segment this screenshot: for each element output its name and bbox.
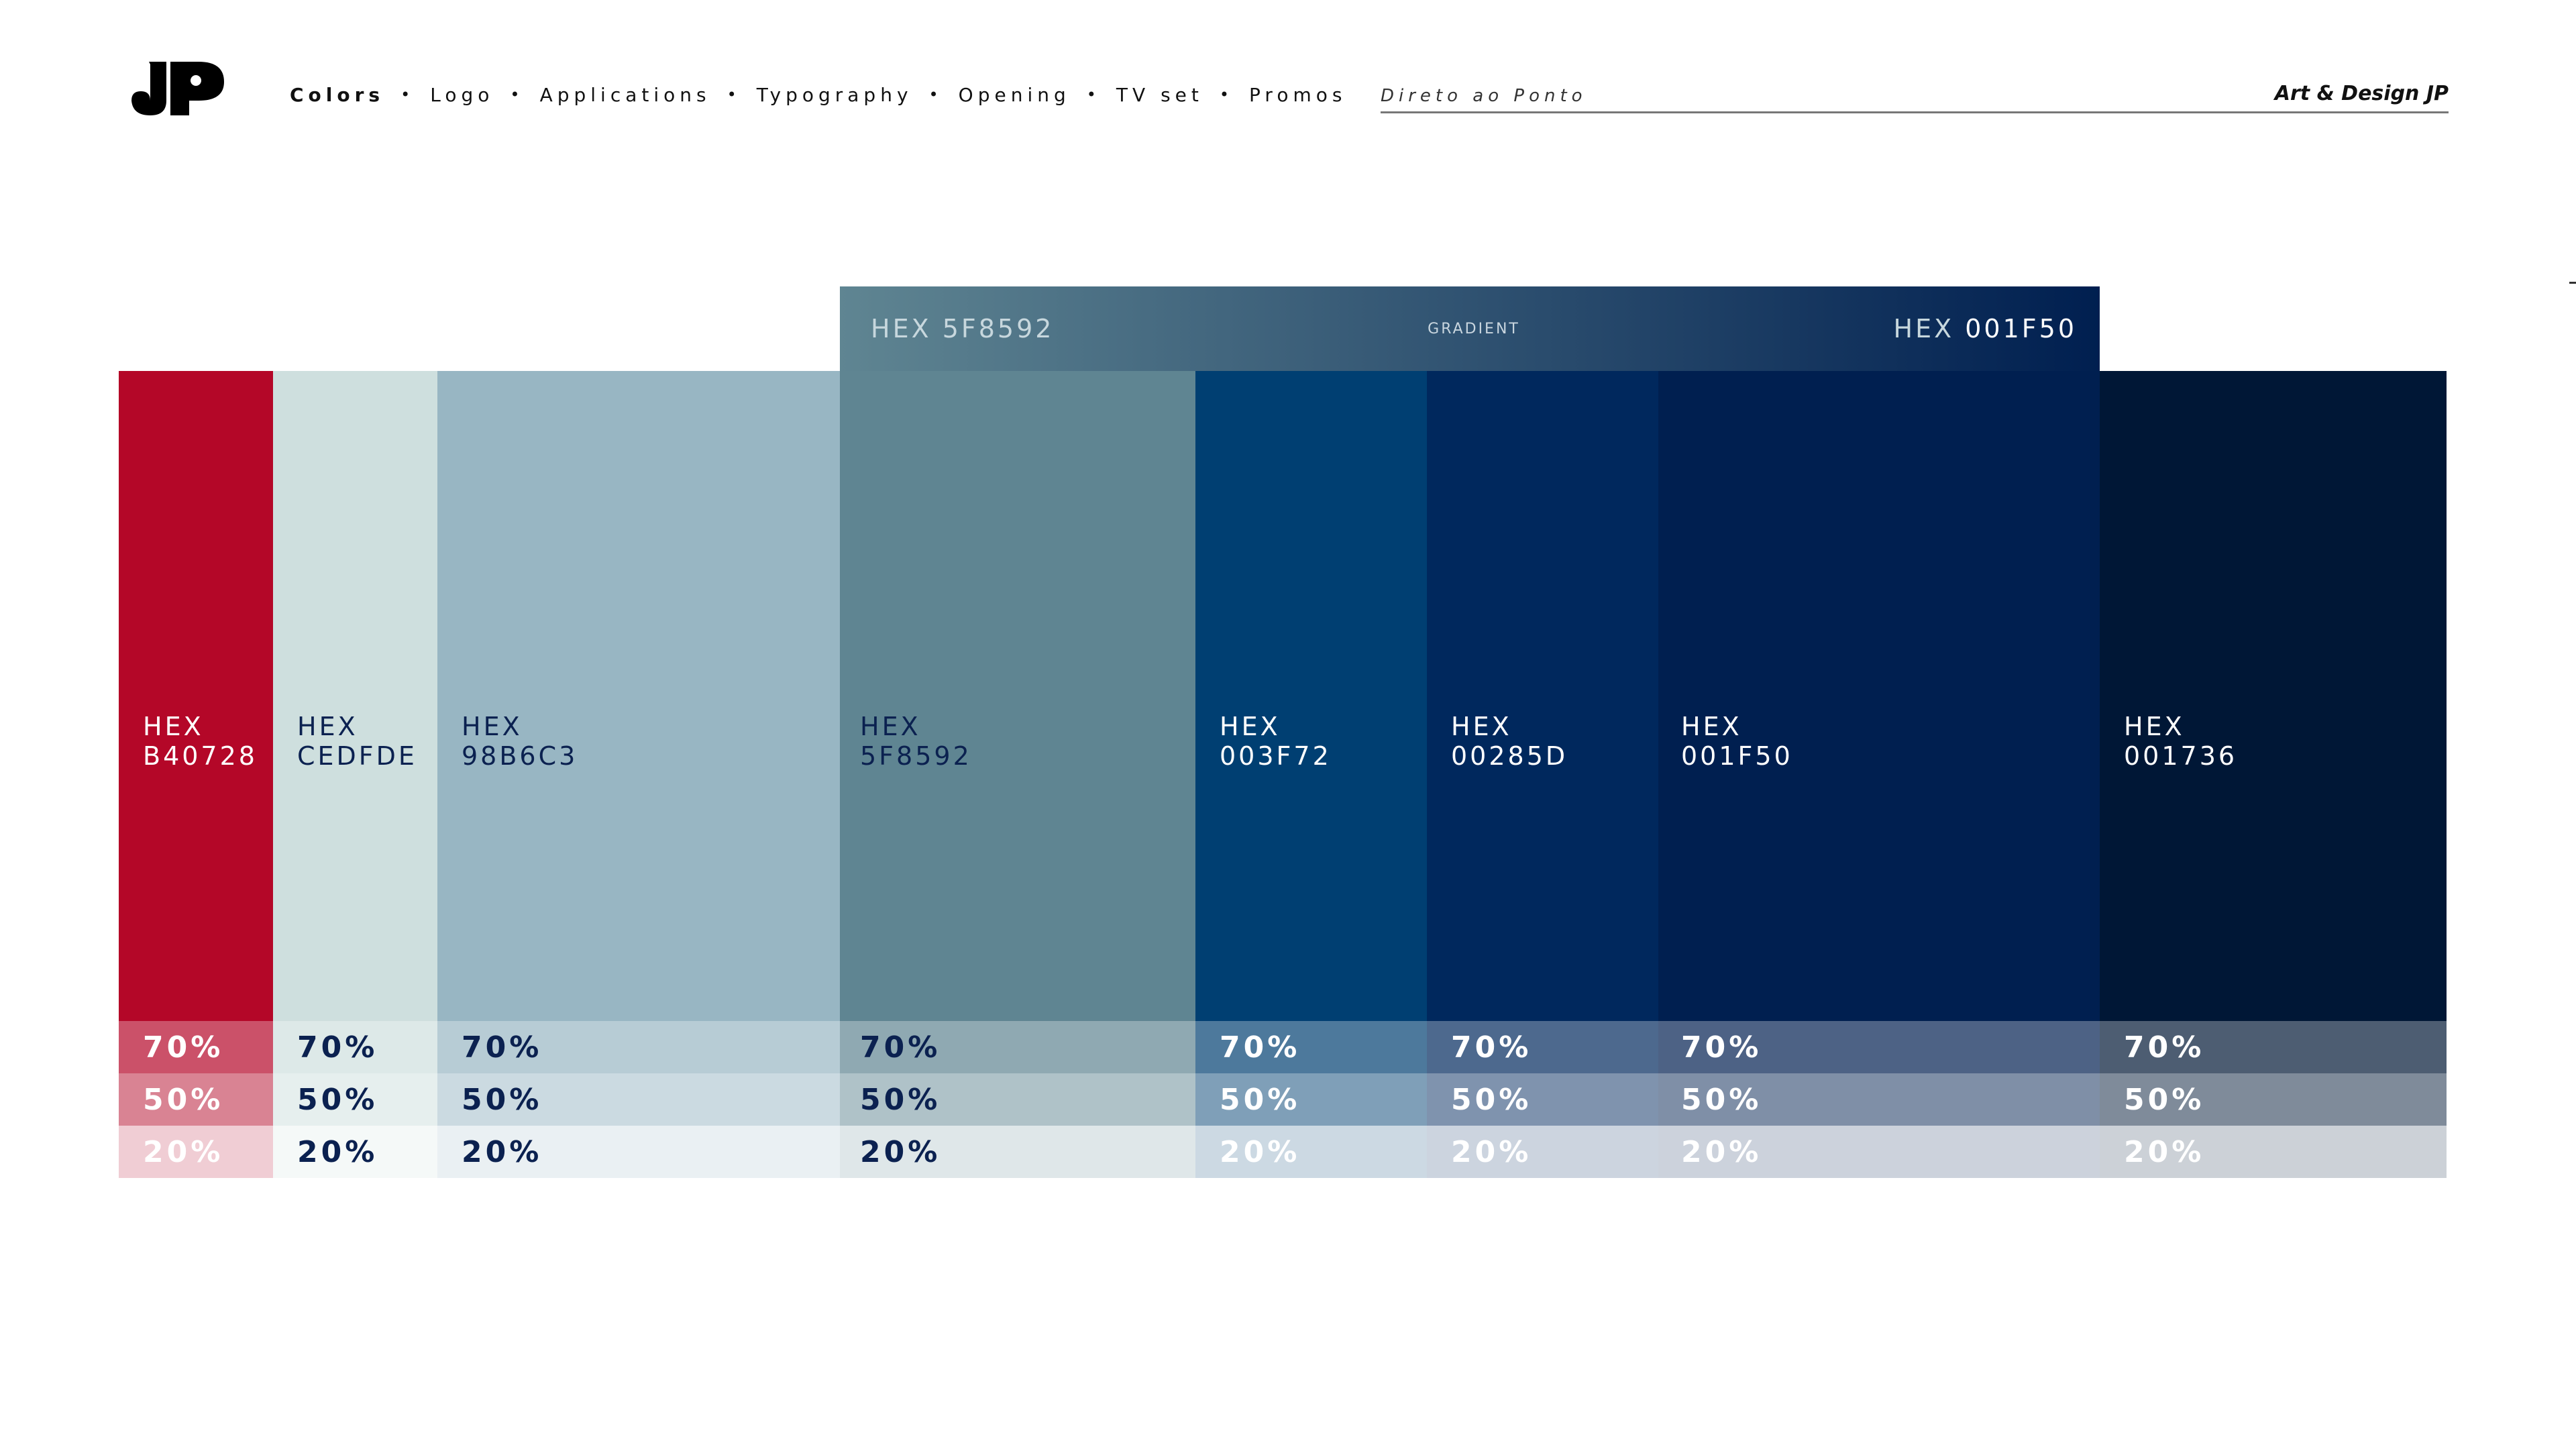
gradient-swatch: HEX 5F8592 GRADIENT HEX 001F50: [840, 286, 2100, 371]
tint-70: 70%: [1427, 1021, 1658, 1073]
swatch-column: HEX CEDFDE 70% 50% 20%: [273, 371, 437, 1179]
tint-20: 20%: [1195, 1126, 1427, 1178]
hex-value: 00285D: [1451, 741, 1568, 771]
hex-label: HEX 98B6C3: [462, 712, 578, 771]
color-swatch: HEX 003F72: [1195, 371, 1427, 1021]
nav-item-typography[interactable]: Typography: [756, 83, 913, 106]
nav-item-tv-set[interactable]: TV set: [1116, 83, 1203, 106]
edge-tick: [2569, 282, 2576, 284]
hex-value: CEDFDE: [297, 741, 417, 771]
hex-prefix: HEX: [860, 712, 921, 741]
hex-value: 001736: [2124, 741, 2238, 771]
color-swatch: HEX CEDFDE: [273, 371, 437, 1021]
nav-item-logo[interactable]: Logo: [430, 83, 494, 106]
tint-50: 50%: [2100, 1073, 2447, 1126]
swatch-column: HEX 001F50 70% 50% 20%: [1658, 371, 2100, 1179]
color-swatch: HEX 001F50: [1658, 371, 2100, 1021]
gradient-start-hex: HEX 5F8592: [871, 314, 1054, 343]
hex-prefix: HEX: [2124, 712, 2185, 741]
tint-20: 20%: [119, 1126, 273, 1178]
color-palette: HEX B40728 70% 50% 20% HEX CEDFDE 70% 50% …: [119, 371, 2447, 1179]
hex-prefix: HEX: [1893, 314, 1955, 343]
tint-50: 50%: [840, 1073, 1195, 1126]
color-swatch: HEX 00285D: [1427, 371, 1658, 1021]
slogan-divider: [1381, 111, 2449, 113]
nav-separator: •: [400, 85, 411, 104]
color-swatch: HEX 001736: [2100, 371, 2447, 1021]
jp-logo-icon: [131, 62, 224, 115]
hex-prefix: HEX: [1681, 712, 1742, 741]
tint-20: 20%: [273, 1126, 437, 1178]
hex-label: HEX 001736: [2124, 712, 2237, 771]
color-swatch: HEX 5F8592: [840, 371, 1195, 1021]
hex-prefix: HEX: [462, 712, 523, 741]
hex-prefix: HEX: [1220, 712, 1281, 741]
tint-50: 50%: [1427, 1073, 1658, 1126]
tint-70: 70%: [1195, 1021, 1427, 1073]
nav-separator: •: [727, 85, 737, 104]
color-swatch: HEX 98B6C3: [437, 371, 840, 1021]
hex-label: HEX 001F50: [1681, 712, 1793, 771]
nav-separator: •: [1219, 85, 1230, 104]
hex-label: HEX 5F8592: [860, 712, 972, 771]
tint-50: 50%: [1195, 1073, 1427, 1126]
hex-value: 001F50: [1681, 741, 1793, 771]
nav-separator: •: [510, 85, 520, 104]
tint-20: 20%: [1427, 1126, 1658, 1178]
swatch-column: HEX 00285D 70% 50% 20%: [1427, 371, 1658, 1179]
hex-label: HEX CEDFDE: [297, 712, 417, 771]
swatch-column: HEX 5F8592 70% 50% 20%: [840, 371, 1195, 1179]
gradient-label: GRADIENT: [1428, 320, 1520, 337]
brand-title: Art & Design JP: [2274, 82, 2449, 105]
hex-value: 5F8592: [860, 741, 972, 771]
tint-70: 70%: [1658, 1021, 2100, 1073]
nav-item-promos[interactable]: Promos: [1249, 83, 1347, 106]
jp-logo: [126, 62, 227, 115]
tint-20: 20%: [2100, 1126, 2447, 1178]
swatch-column: HEX 98B6C3 70% 50% 20%: [437, 371, 840, 1179]
tint-70: 70%: [437, 1021, 840, 1073]
tint-50: 50%: [1658, 1073, 2100, 1126]
nav-separator: •: [928, 85, 938, 104]
tint-50: 50%: [119, 1073, 273, 1126]
nav-item-opening[interactable]: Opening: [958, 83, 1071, 106]
hex-value: 001F50: [1965, 314, 2077, 343]
nav-item-applications[interactable]: Applications: [539, 83, 711, 106]
swatch-column: HEX B40728 70% 50% 20%: [119, 371, 273, 1179]
nav-separator: •: [1086, 85, 1096, 104]
hex-label: HEX B40728: [143, 712, 258, 771]
tint-50: 50%: [273, 1073, 437, 1126]
swatch-column: HEX 003F72 70% 50% 20%: [1195, 371, 1427, 1179]
tint-70: 70%: [119, 1021, 273, 1073]
tint-20: 20%: [840, 1126, 1195, 1178]
hex-label: HEX 003F72: [1220, 712, 1332, 771]
tint-70: 70%: [840, 1021, 1195, 1073]
tint-20: 20%: [1658, 1126, 2100, 1178]
hex-label: HEX 00285D: [1451, 712, 1568, 771]
hex-prefix: HEX: [143, 712, 204, 741]
nav-item-colors[interactable]: Colors: [290, 83, 385, 106]
hex-prefix: HEX: [871, 314, 932, 343]
hex-prefix: HEX: [1451, 712, 1512, 741]
hex-prefix: HEX: [297, 712, 358, 741]
hex-value: 5F8592: [942, 314, 1055, 343]
gradient-end-hex: HEX 001F50: [1894, 314, 2077, 343]
tint-20: 20%: [437, 1126, 840, 1178]
hex-value: 98B6C3: [462, 741, 578, 771]
color-swatch: HEX B40728: [119, 371, 273, 1021]
hex-value: B40728: [143, 741, 258, 771]
hex-value: 003F72: [1220, 741, 1332, 771]
swatch-column: HEX 001736 70% 50% 20%: [2100, 371, 2447, 1179]
main-nav: Colors • Logo • Applications • Typograph…: [290, 83, 1347, 106]
tint-70: 70%: [273, 1021, 437, 1073]
slogan: Direto ao Ponto: [1381, 86, 1587, 106]
tint-50: 50%: [437, 1073, 840, 1126]
tint-70: 70%: [2100, 1021, 2447, 1073]
